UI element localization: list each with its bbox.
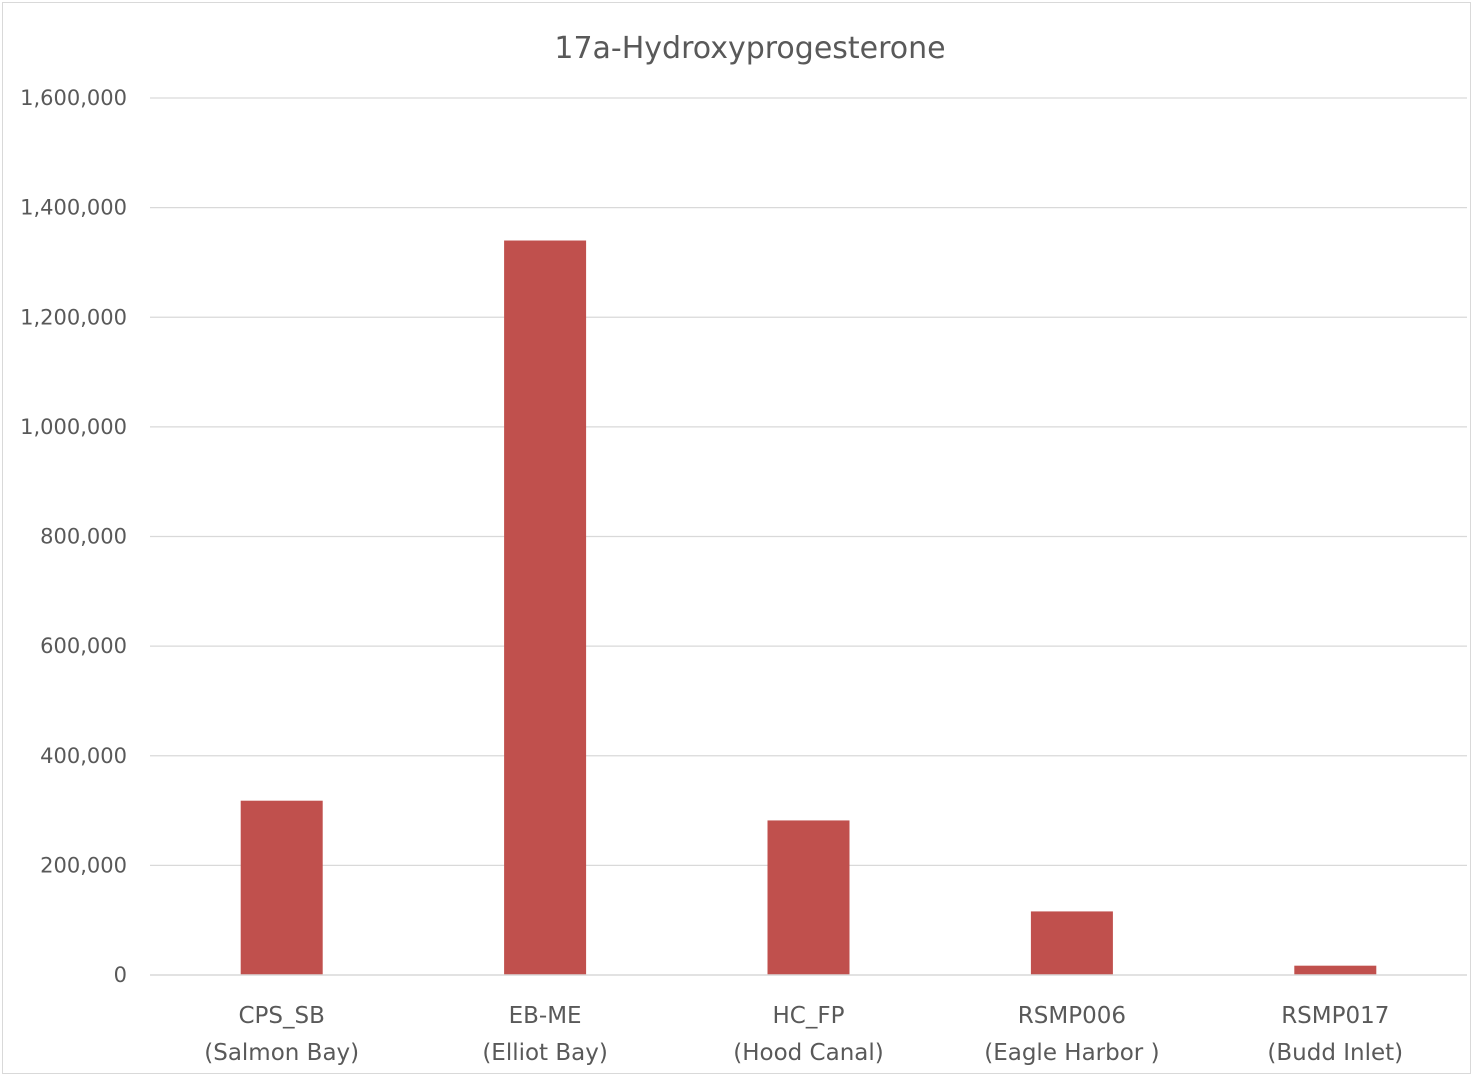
y-tick-label: 800,000 [40,525,127,549]
y-tick-label: 1,000,000 [20,415,127,439]
x-tick-label: (Budd Inlet) [1267,1040,1403,1066]
x-tick-label: HC_FP [773,1003,845,1029]
y-tick-label: 1,400,000 [20,196,127,220]
y-tick-label: 200,000 [40,853,127,877]
bar [504,240,587,975]
bar [1030,911,1113,975]
x-tick-label: RSMP006 [1018,1003,1126,1029]
y-tick-label: 600,000 [40,634,127,658]
x-tick-label: (Salmon Bay) [204,1040,359,1066]
x-tick-label: (Eagle Harbor ) [984,1040,1159,1066]
bar [240,800,323,975]
y-tick-label: 1,200,000 [20,305,127,329]
x-tick-label: RSMP017 [1281,1003,1389,1029]
y-tick-label: 0 [114,963,127,987]
y-tick-label: 1,600,000 [20,86,127,110]
bar [767,820,850,975]
y-tick-label: 400,000 [40,744,127,768]
x-axis-category-labels: CPS_SB (Salmon Bay) EB-ME (Elliot Bay) HC_FP… [204,1003,1403,1066]
x-tick-label: (Hood Canal) [733,1040,884,1066]
gridlines [150,97,1467,867]
x-tick-label: EB-ME [509,1003,582,1029]
y-axis-tick-labels: 0 200,000 400,000 600,000 800,000 1,000,000 1,… [20,86,127,987]
x-tick-label: CPS_SB [238,1003,324,1029]
x-tick-label: (Elliot Bay) [482,1040,608,1066]
chart-title: 17a-Hydroxyprogesterone [554,31,945,66]
bar [1294,965,1377,975]
bars [240,240,1377,975]
